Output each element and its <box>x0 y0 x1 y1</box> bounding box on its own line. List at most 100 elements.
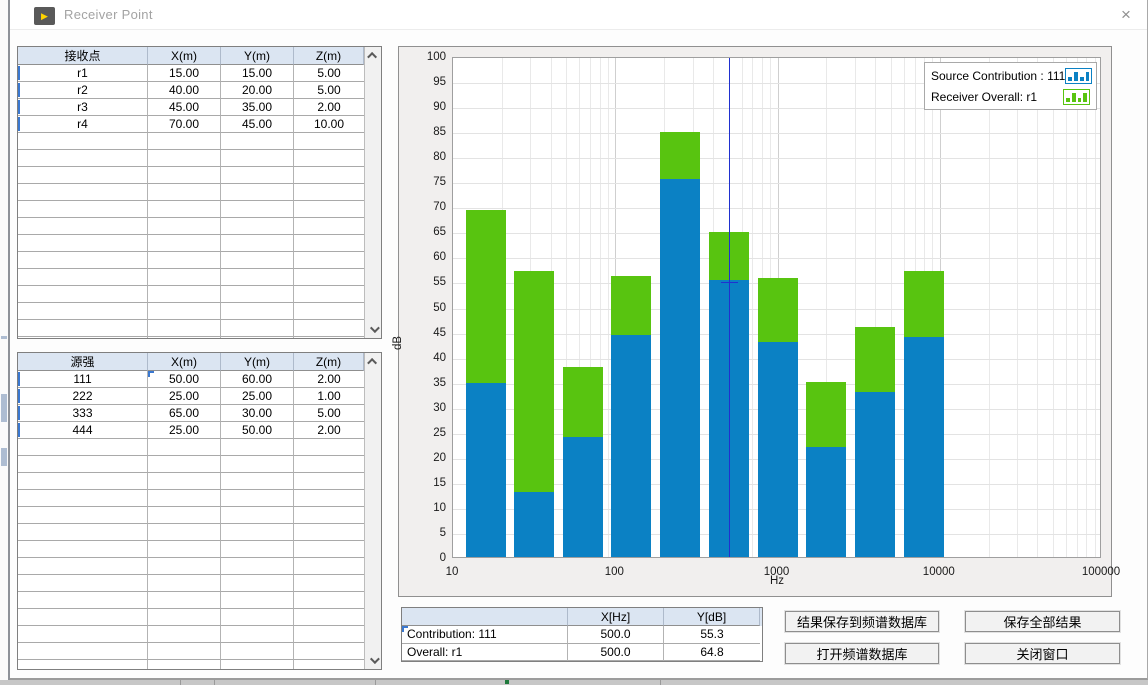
table-cell[interactable] <box>148 337 221 339</box>
table-cell[interactable] <box>18 269 148 286</box>
table-cell[interactable] <box>221 592 294 609</box>
table-cell[interactable] <box>294 133 364 150</box>
close-window-button[interactable]: 关闭窗口 <box>965 643 1120 664</box>
table-cell[interactable] <box>148 660 221 670</box>
table-cell[interactable] <box>221 558 294 575</box>
source-table-scrollbar[interactable] <box>364 353 381 669</box>
plot-legend[interactable]: Source Contribution : 111Receiver Overal… <box>924 62 1097 110</box>
table-row-empty[interactable] <box>18 592 364 609</box>
table-row[interactable]: 11150.0060.002.00 <box>18 371 364 388</box>
table-cell[interactable]: 10.00 <box>294 116 364 133</box>
table-cell[interactable] <box>18 660 148 670</box>
table-cell[interactable] <box>294 269 364 286</box>
table-cell[interactable] <box>294 558 364 575</box>
table-row-empty[interactable] <box>18 626 364 643</box>
table-cell[interactable] <box>221 609 294 626</box>
table-row-empty[interactable] <box>18 303 364 320</box>
table-cell[interactable] <box>294 286 364 303</box>
table-cell[interactable]: 50.00 <box>148 371 221 388</box>
table-row-empty[interactable] <box>18 218 364 235</box>
table-cell[interactable] <box>221 575 294 592</box>
table-cell[interactable]: r1 <box>18 65 148 82</box>
table-row[interactable]: Contribution: 111500.055.3 <box>402 626 762 644</box>
table-cell[interactable] <box>294 235 364 252</box>
table-row-empty[interactable] <box>18 150 364 167</box>
table-cell[interactable]: r2 <box>18 82 148 99</box>
table-cell[interactable] <box>221 252 294 269</box>
table-row-empty[interactable] <box>18 660 364 670</box>
table-cell[interactable] <box>18 286 148 303</box>
table-cell[interactable]: 64.8 <box>664 644 760 662</box>
table-cell[interactable] <box>221 439 294 456</box>
table-row-empty[interactable] <box>18 558 364 575</box>
table-row-empty[interactable] <box>18 286 364 303</box>
table-cell[interactable] <box>18 456 148 473</box>
table-cell[interactable] <box>148 167 221 184</box>
title-bar[interactable]: ▶ Receiver Point × <box>10 0 1147 30</box>
table-row[interactable]: 33365.0030.005.00 <box>18 405 364 422</box>
table-cell[interactable] <box>221 235 294 252</box>
table-cell[interactable] <box>148 558 221 575</box>
table-cell[interactable] <box>148 592 221 609</box>
table-cell[interactable] <box>294 643 364 660</box>
scroll-down-icon[interactable] <box>365 321 381 338</box>
table-cell[interactable]: 35.00 <box>221 99 294 116</box>
table-cell[interactable] <box>294 660 364 670</box>
contribution-bar[interactable] <box>611 335 651 557</box>
table-cell[interactable] <box>18 439 148 456</box>
table-cell[interactable] <box>294 303 364 320</box>
table-row-empty[interactable] <box>18 167 364 184</box>
contribution-bar[interactable] <box>660 179 700 557</box>
table-cell[interactable] <box>148 643 221 660</box>
table-cell[interactable] <box>148 541 221 558</box>
table-cell[interactable] <box>148 490 221 507</box>
table-cell[interactable] <box>148 626 221 643</box>
table-cell[interactable] <box>294 524 364 541</box>
table-row-empty[interactable] <box>18 201 364 218</box>
contribution-bar[interactable] <box>806 447 846 557</box>
table-cell[interactable]: 15.00 <box>221 65 294 82</box>
table-row-empty[interactable] <box>18 643 364 660</box>
contribution-bar[interactable] <box>563 437 603 557</box>
table-cell[interactable]: 333 <box>18 405 148 422</box>
save-result-to-spectrum-db-button[interactable]: 结果保存到频谱数据库 <box>785 611 939 632</box>
table-cell[interactable]: 70.00 <box>148 116 221 133</box>
table-row-empty[interactable] <box>18 252 364 269</box>
table-row-empty[interactable] <box>18 133 364 150</box>
table-cell[interactable] <box>221 201 294 218</box>
table-cell[interactable]: 500.0 <box>568 644 664 662</box>
table-cell[interactable] <box>148 184 221 201</box>
table-cell[interactable] <box>18 184 148 201</box>
table-row-empty[interactable] <box>18 473 364 490</box>
table-cell[interactable] <box>148 439 221 456</box>
table-cell[interactable]: 50.00 <box>221 422 294 439</box>
table-cell[interactable]: 40.00 <box>148 82 221 99</box>
table-cell[interactable]: 30.00 <box>221 405 294 422</box>
table-cell[interactable] <box>148 320 221 337</box>
table-cell[interactable]: 1.00 <box>294 388 364 405</box>
table-cell[interactable] <box>18 541 148 558</box>
table-cell[interactable]: 65.00 <box>148 405 221 422</box>
table-cell[interactable] <box>18 320 148 337</box>
open-spectrum-db-button[interactable]: 打开频谱数据库 <box>785 643 939 664</box>
table-cell[interactable]: 15.00 <box>148 65 221 82</box>
table-cell[interactable] <box>148 456 221 473</box>
contribution-bar[interactable] <box>904 337 944 557</box>
table-cell[interactable] <box>294 201 364 218</box>
contribution-bar[interactable] <box>466 383 506 557</box>
table-row[interactable]: 22225.0025.001.00 <box>18 388 364 405</box>
table-cell[interactable]: 5.00 <box>294 405 364 422</box>
table-cell[interactable] <box>18 626 148 643</box>
table-cell[interactable] <box>221 133 294 150</box>
plot-cursor-line[interactable] <box>729 58 730 557</box>
table-cell[interactable] <box>148 524 221 541</box>
table-cell[interactable] <box>148 269 221 286</box>
scroll-up-icon[interactable] <box>365 353 381 370</box>
contribution-bar[interactable] <box>514 492 554 557</box>
table-cell[interactable]: 2.00 <box>294 371 364 388</box>
table-cell[interactable] <box>18 524 148 541</box>
table-cell[interactable] <box>294 507 364 524</box>
table-cell[interactable] <box>221 507 294 524</box>
table-row-empty[interactable] <box>18 269 364 286</box>
table-cell[interactable] <box>294 150 364 167</box>
